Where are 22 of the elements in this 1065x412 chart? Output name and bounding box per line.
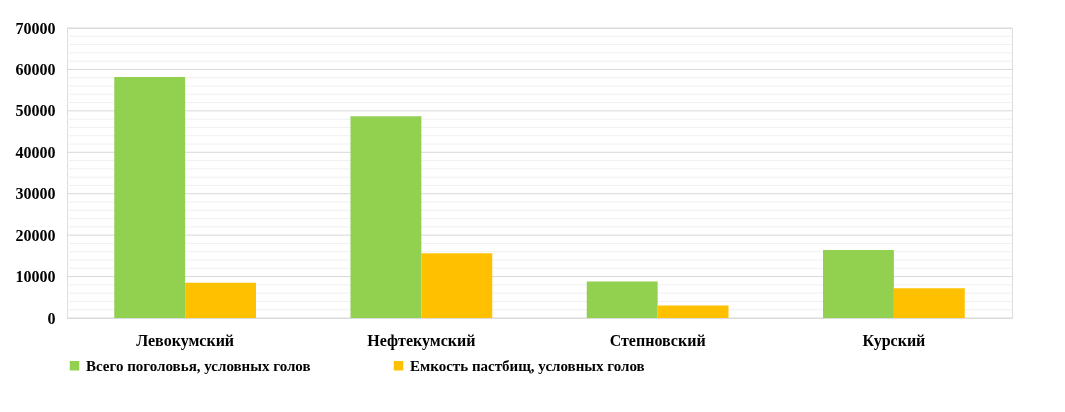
bar (114, 76, 186, 318)
y-tick-label: 30000 (15, 185, 56, 203)
bar (185, 282, 256, 318)
y-tick-label: 20000 (15, 226, 56, 244)
bar (893, 288, 965, 318)
y-tick-label: 60000 (15, 60, 56, 78)
y-tick-label: 10000 (15, 268, 56, 286)
bar (586, 281, 658, 318)
y-tick-label: 70000 (15, 19, 56, 37)
x-tick-label: Курский (862, 331, 926, 350)
x-tick-label: Степновский (609, 331, 706, 349)
x-tick-label: Нефтекумский (367, 331, 476, 350)
bar (350, 116, 422, 318)
bar (657, 305, 729, 318)
bar (823, 250, 894, 318)
y-tick-label: 50000 (15, 102, 56, 120)
legend-label: Емкость пастбищ, условных голов (410, 357, 645, 374)
y-tick-label: 0 (47, 309, 56, 327)
x-tick-label: Левокумский (136, 331, 235, 350)
y-tick-label: 40000 (15, 143, 56, 161)
legend-label: Всего поголовья, условных голов (86, 357, 311, 374)
bar (421, 253, 493, 318)
